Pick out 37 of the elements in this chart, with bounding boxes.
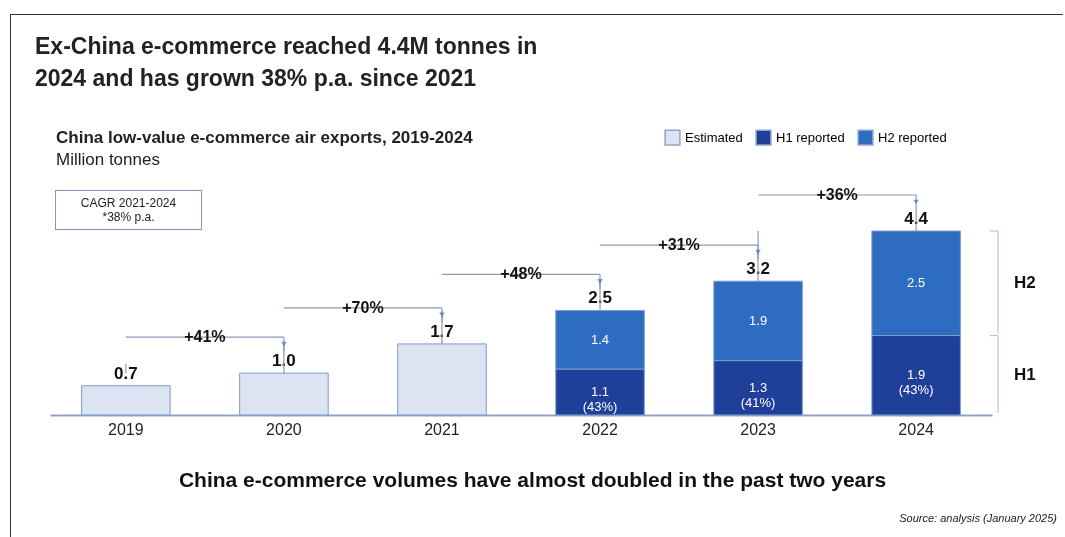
data-label: 1.4 bbox=[590, 331, 610, 347]
data-label: 1.1 (43%) bbox=[582, 384, 618, 414]
bar bbox=[81, 385, 171, 416]
total-label: 0.7 bbox=[114, 363, 138, 383]
source-note: Source: analysis (January 2025) bbox=[899, 512, 1057, 524]
text: H2 bbox=[1014, 273, 1036, 293]
data-label: 1.9 bbox=[749, 312, 768, 328]
x-tick-label: 2021 bbox=[424, 420, 460, 438]
annotation: +70% bbox=[342, 298, 384, 316]
data-label: 1.9 (43%) bbox=[898, 367, 934, 398]
total-label: 2.5 bbox=[588, 288, 612, 308]
total-label: 4.4 bbox=[904, 209, 929, 228]
total-label: 1.7 bbox=[430, 321, 454, 341]
x-tick-label: 2023 bbox=[740, 420, 776, 438]
text: CAGR 2021-2024 *38% p.a. bbox=[55, 190, 202, 230]
x-tick-label: 2024 bbox=[898, 420, 935, 438]
chart-title: Ex-China e-commerce reached 4.4M tonnes in 2024 and has grown 38% p.a. since 2021 bbox=[35, 32, 539, 93]
x-tick-label: 2020 bbox=[266, 420, 302, 438]
legend-label: H2 reported bbox=[878, 129, 947, 145]
text: H1 bbox=[1014, 365, 1036, 385]
bar bbox=[239, 372, 329, 416]
total-label: 1.0 bbox=[272, 351, 296, 371]
text: China e-commerce volumes have almost doubled in the past two years bbox=[177, 468, 888, 492]
text: +36% bbox=[816, 186, 858, 203]
bar bbox=[397, 343, 487, 416]
annotation: +41% bbox=[184, 328, 226, 346]
x-tick-label: 2019 bbox=[108, 420, 144, 438]
annotation: +48% bbox=[500, 265, 542, 283]
total-label: 3.2 bbox=[746, 259, 770, 279]
legend-label: H1 reported bbox=[776, 129, 845, 145]
annotation: +31% bbox=[658, 236, 700, 254]
text: Million tonnes bbox=[56, 150, 160, 170]
chart-subtitle: China low-value e-commerce air exports, 2019-2024 bbox=[56, 128, 473, 148]
x-tick-label: 2022 bbox=[582, 420, 618, 438]
data-label: 1.3 (41%) bbox=[740, 379, 776, 410]
data-label: 2.5 bbox=[907, 275, 926, 291]
legend-label: Estimated bbox=[685, 129, 743, 145]
